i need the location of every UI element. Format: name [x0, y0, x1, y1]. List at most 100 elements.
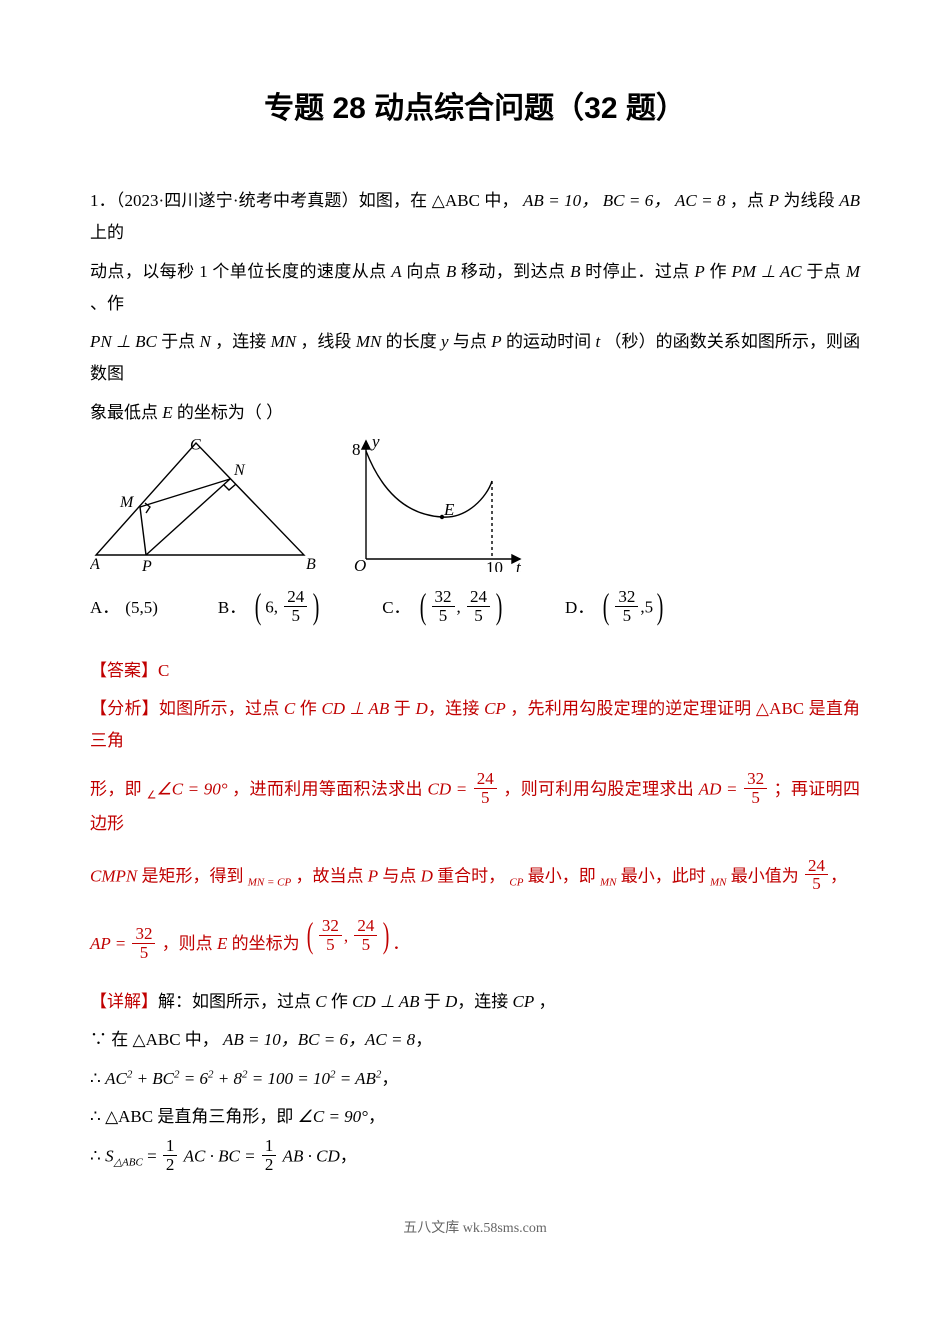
- t: 的长度: [386, 332, 441, 351]
- ac-eq: AC = 8: [675, 191, 726, 210]
- cd-eq: CD =: [428, 779, 468, 798]
- option-d-value: ( 325,5 ): [600, 590, 666, 627]
- svg-text:P: P: [141, 558, 152, 572]
- svg-text:N: N: [233, 462, 246, 479]
- t: 上的: [90, 223, 124, 242]
- n: 24: [467, 588, 490, 607]
- b: B: [570, 262, 580, 281]
- d: D: [415, 699, 427, 718]
- t: 于: [419, 992, 445, 1011]
- ab: AB = 10，: [223, 1030, 298, 1049]
- t: 是直角三角形，即: [153, 1107, 298, 1126]
- d: 5: [744, 789, 767, 807]
- question-line3: PN ⊥ BC 于点 N ，连接 MN ，线段 MN 的长度 y 与点 P 的运…: [90, 326, 860, 391]
- option-d-label: D．: [565, 592, 594, 624]
- analysis-line3: CMPN 是矩形，得到 MN = CP ，故当点 P 与点 D 重合时， CP …: [90, 859, 860, 896]
- detail-line4: ∴ △ABC 是直角三角形，即 ∠C = 90°，: [90, 1101, 860, 1133]
- tri: △ABC: [756, 699, 804, 718]
- therefore: ∴: [90, 1107, 105, 1126]
- m: M: [846, 262, 860, 281]
- t: 如图所示，过点: [159, 699, 284, 718]
- e: E: [217, 934, 227, 953]
- question-line1: 1．（2023·四川遂宁·统考中考真题）如图，在 △ABC 中， AB = 10…: [90, 185, 860, 250]
- option-b-value: ( 6, 245 ): [252, 590, 322, 627]
- answer-line: 【答案】C: [90, 655, 860, 687]
- t: 与点: [453, 332, 491, 351]
- t: 的坐标为: [232, 934, 304, 953]
- analysis-line4: AP = 325 ，则点 E 的坐标为 ( 325, 245 ) ．: [90, 919, 860, 964]
- option-b: B． ( 6, 245 ): [218, 590, 322, 627]
- analysis-line2: 形，即 ∠∠C = 90° ，进而利用等面积法求出 CD = 245 ，则可利用…: [90, 772, 860, 841]
- n: 24: [354, 917, 377, 936]
- t: ，线段: [300, 332, 355, 351]
- n: N: [200, 332, 211, 351]
- eq: =: [147, 1146, 161, 1165]
- cmpn: CMPN: [90, 866, 137, 885]
- p: P: [769, 191, 779, 210]
- n: 24: [474, 770, 497, 789]
- t: 、作: [90, 294, 124, 313]
- svg-text:O: O: [354, 556, 366, 572]
- triangle-figure: A B C P M N: [90, 437, 320, 572]
- tri: △ABC: [133, 1030, 181, 1049]
- t: ，: [534, 992, 555, 1011]
- option-d: D． ( 325,5 ): [565, 590, 666, 627]
- t: 解：如图所示，过点: [158, 992, 315, 1011]
- p: P: [368, 866, 378, 885]
- detail-line5: ∴ S△ABC = 12 AC · BC = 12 AB · CD，: [90, 1139, 860, 1176]
- opt-d-right: ,5: [640, 597, 653, 616]
- pm-ac: PM ⊥ AC: [732, 262, 802, 281]
- fx-label: 【分析】: [90, 699, 159, 718]
- svg-text:E: E: [443, 500, 455, 519]
- d: 5: [805, 875, 828, 893]
- t: ∵ 在: [90, 1030, 133, 1049]
- n: 1: [163, 1137, 178, 1156]
- t: 与点: [382, 866, 420, 885]
- t: ，故当点: [295, 866, 367, 885]
- anglec: ∠C = 90°: [298, 1107, 368, 1126]
- p: P: [694, 262, 704, 281]
- t: ，先利用勾股定理的逆定理证明: [506, 699, 756, 718]
- sub: △ABC: [114, 1157, 143, 1169]
- tvar: t: [595, 332, 600, 351]
- pn-bc: PN ⊥ BC: [90, 332, 157, 351]
- svg-text:10: 10: [486, 558, 503, 572]
- cp: CP: [509, 876, 523, 888]
- ac: AC = 8: [365, 1030, 415, 1049]
- option-c-label: C．: [382, 592, 410, 624]
- svg-text:C: C: [190, 437, 201, 453]
- t: 的运动时间: [506, 332, 596, 351]
- t: 最小，此时: [621, 866, 710, 885]
- a: A: [391, 262, 401, 281]
- t: 作: [295, 699, 321, 718]
- pyth: AC2 + BC2 = 62 + 82 = 100 = 102 = AB2: [105, 1069, 381, 1088]
- cp: CP: [484, 699, 506, 718]
- t: 向点: [406, 262, 446, 281]
- cd-ab: CD ⊥ AB: [352, 992, 419, 1011]
- mn: MN: [710, 876, 727, 888]
- svg-text:B: B: [306, 556, 316, 572]
- bc-eq: BC = 6，: [603, 191, 671, 210]
- detail-line1: 【详解】解：如图所示，过点 C 作 CD ⊥ AB 于 D，连接 CP ，: [90, 986, 860, 1018]
- t: 为线段: [783, 191, 839, 210]
- detail-line3: ∴ AC2 + BC2 = 62 + 82 = 100 = 102 = AB2，: [90, 1063, 860, 1095]
- t: 作: [709, 262, 731, 281]
- page-footer: 五八文库 wk.58sms.com: [90, 1216, 860, 1243]
- figures-row: A B C P M N <" font-se="16" fill="#000">: [90, 437, 860, 572]
- t: ，连接: [457, 992, 512, 1011]
- mn: MN: [356, 332, 382, 351]
- cp: CP: [513, 992, 535, 1011]
- c: C: [284, 699, 295, 718]
- d: 2: [163, 1156, 178, 1174]
- d: 5: [467, 607, 490, 625]
- n: 32: [744, 770, 767, 789]
- t: ，则可利用勾股定理求出: [503, 779, 698, 798]
- options-row: A． (5,5) B． ( 6, 245 ) C． ( 325, 245: [90, 590, 860, 627]
- ad-eq: AD =: [699, 779, 738, 798]
- t: ，连接: [215, 332, 270, 351]
- d: D: [421, 866, 433, 885]
- t: ，连接: [428, 699, 484, 718]
- n: 24: [284, 588, 307, 607]
- t: 动点，以每秒 1 个单位长度的速度从点: [90, 262, 391, 281]
- t: 象最低点: [90, 403, 162, 422]
